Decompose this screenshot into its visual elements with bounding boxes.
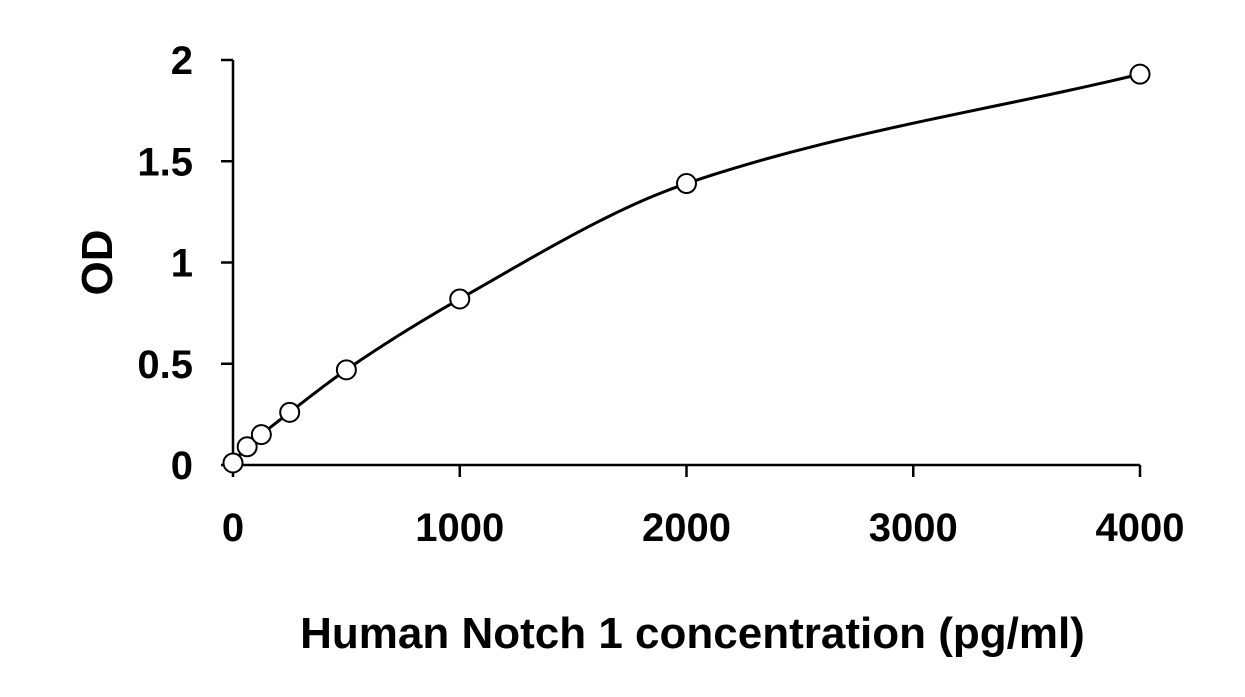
y-tick-label: 0 xyxy=(171,444,193,488)
x-ticks-group: 0 1000 2000 3000 4000 xyxy=(222,465,1185,550)
data-point xyxy=(1129,63,1151,85)
y-tick-label: 1 xyxy=(171,242,193,286)
data-points-group xyxy=(222,63,1151,474)
x-tick-label: 1000 xyxy=(415,506,504,550)
data-point xyxy=(279,401,301,423)
y-tick-label: 2 xyxy=(171,39,193,83)
data-point xyxy=(236,436,258,458)
fit-curve-line xyxy=(231,72,1141,464)
y-tick-label: 1.5 xyxy=(137,140,193,184)
x-tick-label: 2000 xyxy=(642,506,731,550)
x-tick-label: 0 xyxy=(222,506,244,550)
data-point xyxy=(335,359,357,381)
data-point xyxy=(250,424,272,446)
data-point xyxy=(222,452,244,474)
y-tick-label: 0.5 xyxy=(137,343,193,387)
data-point xyxy=(676,173,697,195)
y-axis-title: OD xyxy=(73,230,122,296)
axes-group xyxy=(231,60,1140,467)
x-axis-title: Human Notch 1 concentration (pg/ml) xyxy=(300,609,1085,658)
x-tick-label: 4000 xyxy=(1096,506,1185,550)
y-ticks-group: 0 0.5 1 1.5 2 xyxy=(137,39,233,488)
x-tick-label: 3000 xyxy=(869,506,958,550)
data-point xyxy=(449,288,471,310)
